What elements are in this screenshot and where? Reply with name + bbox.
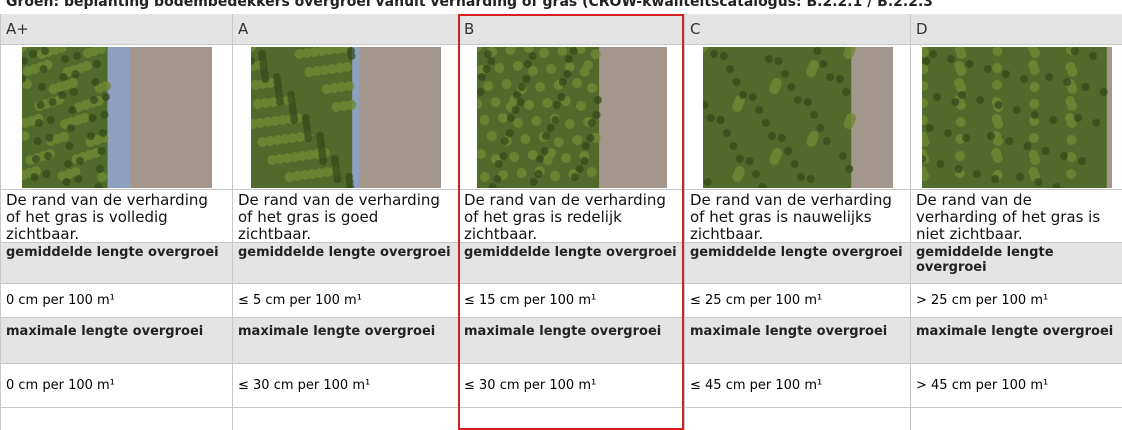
description: De rand van de verharding of het gras is… [1, 190, 232, 243]
grade-column: B De rand van de verharding of het gras … [458, 14, 684, 430]
photo [703, 47, 893, 188]
photo-cell [459, 45, 684, 190]
average-value: 0 cm per 100 m¹ [1, 284, 232, 318]
average-label: gemiddelde lengte overgroei [685, 243, 910, 284]
photo [22, 47, 212, 188]
photo-cell [1, 45, 232, 190]
average-value: > 25 cm per 100 m¹ [911, 284, 1122, 318]
grade-column: D De rand van de verharding of het gras … [910, 14, 1122, 430]
maximum-value: ≤ 30 cm per 100 m¹ [233, 364, 458, 408]
maximum-label: maximale lengte overgroei [233, 318, 458, 364]
grade-header: C [685, 14, 910, 45]
average-value: ≤ 25 cm per 100 m¹ [685, 284, 910, 318]
photo [922, 47, 1112, 188]
description: De rand van de verharding of het gras is… [911, 190, 1122, 243]
photo [477, 47, 667, 188]
maximum-label: maximale lengte overgroei [685, 318, 910, 364]
grade-header: B [459, 14, 684, 45]
maximum-value: ≤ 45 cm per 100 m¹ [685, 364, 910, 408]
photo-cell [911, 45, 1122, 190]
quality-table: A+ De rand van de verharding of het gras… [0, 14, 1122, 430]
grade-header: D [911, 14, 1122, 45]
photo-cell [233, 45, 458, 190]
page: Groen: beplanting bodembedekkers overgro… [0, 0, 1122, 430]
maximum-label: maximale lengte overgroei [1, 318, 232, 364]
average-label: gemiddelde lengte overgroei [459, 243, 684, 284]
photo-cell [685, 45, 910, 190]
average-value: ≤ 5 cm per 100 m¹ [233, 284, 458, 318]
grade-header: A+ [1, 14, 232, 45]
photo [251, 47, 441, 188]
description: De rand van de verharding of het gras is… [459, 190, 684, 243]
average-value: ≤ 15 cm per 100 m¹ [459, 284, 684, 318]
maximum-value: 0 cm per 100 m¹ [1, 364, 232, 408]
maximum-label: maximale lengte overgroei [911, 318, 1122, 364]
grade-column: A De rand van de verharding of het gras … [232, 14, 458, 430]
description: De rand van de verharding of het gras is… [685, 190, 910, 243]
average-label: gemiddelde lengte overgroei [1, 243, 232, 284]
description: De rand van de verharding of het gras is… [233, 190, 458, 243]
average-label: gemiddelde lengte overgroei [911, 243, 1122, 284]
grade-column: A+ De rand van de verharding of het gras… [0, 14, 232, 430]
maximum-label: maximale lengte overgroei [459, 318, 684, 364]
table-title: Groen: beplanting bodembedekkers overgro… [6, 0, 1122, 12]
grade-column: C De rand van de verharding of het gras … [684, 14, 910, 430]
maximum-value: > 45 cm per 100 m¹ [911, 364, 1122, 408]
average-label: gemiddelde lengte overgroei [233, 243, 458, 284]
grade-header: A [233, 14, 458, 45]
maximum-value: ≤ 30 cm per 100 m¹ [459, 364, 684, 408]
